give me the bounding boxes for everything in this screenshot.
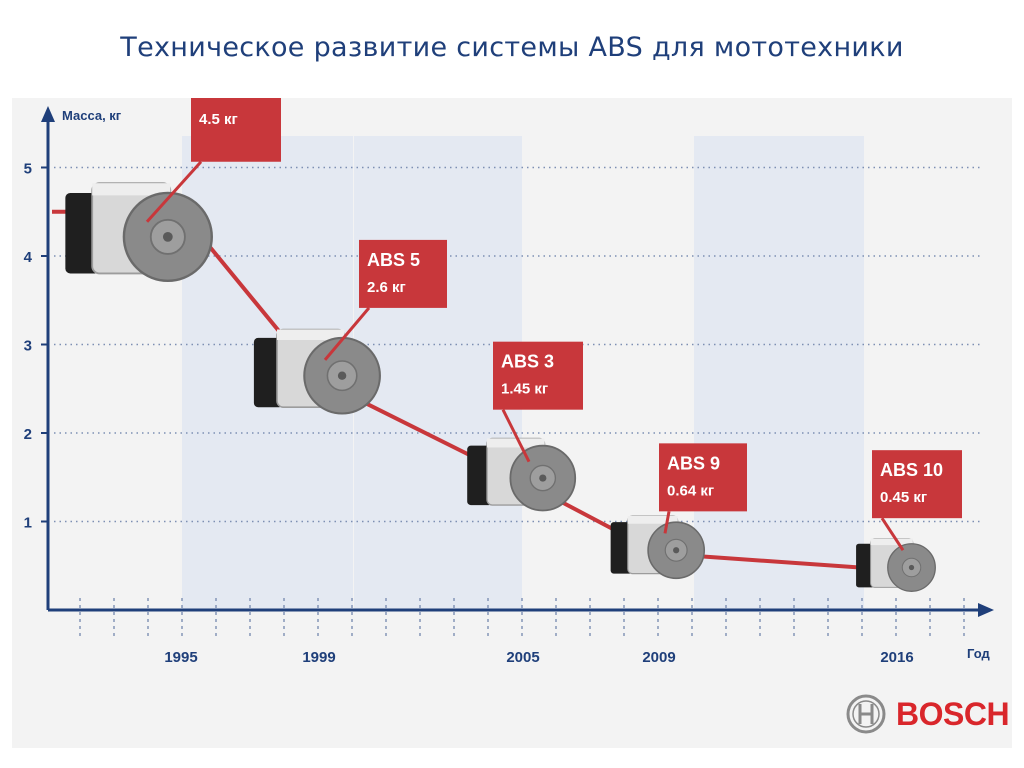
device-connector [65, 192, 100, 274]
abs-mass-chart: 1 2 3 4 5 Масса, кг Год 1995 1999 2005 2009 2016 ABS… [24, 98, 994, 666]
chart-panel: 1 2 3 4 5 Масса, кг Год 1995 1999 2005 2009 2016 ABS… [12, 98, 1012, 748]
callout-box [493, 341, 583, 410]
x-tick-label-2016: 2016 [880, 649, 913, 666]
callout-pointer [501, 409, 531, 463]
y-tick-label-2: 2 [24, 426, 32, 443]
callout-box [659, 443, 747, 512]
y-tick-label-4: 4 [24, 249, 33, 266]
device-motor-shaft [162, 231, 173, 242]
y-tick-label-1: 1 [24, 515, 32, 532]
device-connector [253, 337, 284, 408]
callout-mass: 0.64 кг [667, 482, 714, 499]
y-tick-label-5: 5 [24, 161, 32, 178]
x-axis-label: Год [967, 646, 990, 661]
device-block-top [277, 329, 345, 340]
callout-mass: 0.45 кг [880, 489, 927, 506]
y-axis-arrow-icon [41, 106, 55, 122]
callout-box [872, 450, 962, 519]
background-band-3 [694, 136, 864, 610]
device-block-top [870, 538, 913, 546]
callout-model: ABS 3 [501, 352, 554, 372]
device-motor-shaft [337, 371, 347, 380]
callout-model: ABS 10 [880, 460, 943, 480]
y-axis-label: Масса, кг [62, 108, 122, 123]
x-tick-label-1999: 1999 [302, 649, 335, 666]
x-axis-arrow-icon [978, 603, 994, 617]
callout-mass: 2.6 кг [367, 279, 406, 296]
callout-pointer [880, 517, 905, 551]
device-block-top [92, 183, 171, 196]
y-tick-label-3: 3 [24, 338, 32, 355]
callout-box [191, 98, 281, 162]
callout-mass: 4.5 кг [199, 111, 238, 128]
device-motor-shaft [673, 547, 680, 554]
device-block-top [487, 438, 545, 448]
callout-box [359, 239, 447, 308]
abs-10-unit-icon [856, 537, 936, 592]
callout-mass: 1.45 кг [501, 381, 548, 398]
x-tick-label-1995: 1995 [164, 649, 197, 666]
callout-pointer [323, 306, 371, 361]
callout-model: ABS 9 [667, 453, 720, 473]
abs-2l1-unit-icon [65, 182, 213, 283]
callout-pointer [663, 511, 671, 534]
callout-pointer [145, 160, 203, 223]
device-motor-shaft [539, 474, 547, 482]
callout-model: ABS 5 [367, 250, 420, 270]
device-motor-shaft [908, 564, 915, 571]
bosch-logo: BOSCH [842, 690, 1022, 740]
device-block-top [627, 515, 678, 524]
slide-title: Техническое развитие системы ABS для мот… [120, 32, 904, 63]
brand-name: BOSCH [896, 696, 1010, 732]
abs-3-unit-icon [467, 437, 577, 512]
bosch-armature-icon [846, 694, 886, 734]
device-connector [467, 445, 493, 506]
abs-5-unit-icon [253, 328, 381, 415]
abs-9-unit-icon [610, 515, 706, 580]
device-connector [610, 522, 633, 574]
callout-model: ABS 2L1 [199, 98, 273, 102]
device-connector [856, 543, 875, 588]
x-tick-label-2009: 2009 [642, 649, 675, 666]
x-tick-label-2005: 2005 [506, 649, 539, 666]
